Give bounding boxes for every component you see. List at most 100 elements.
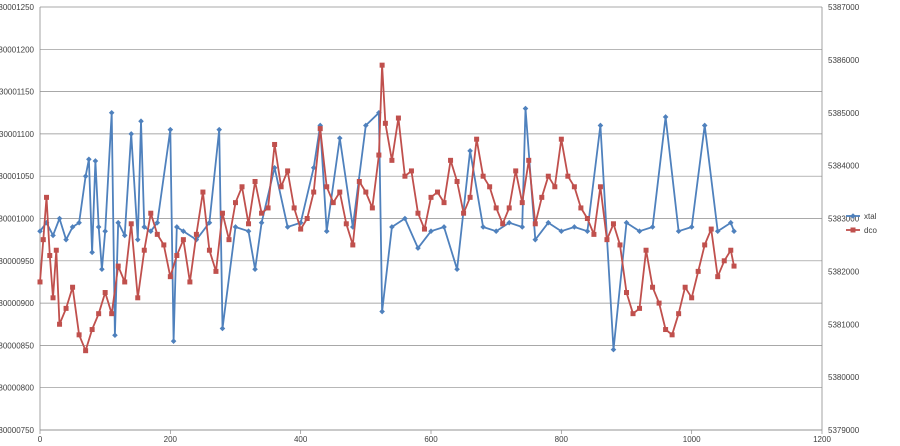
data-point-xtal: [493, 228, 499, 234]
data-point-dco: [96, 311, 102, 317]
data-point-dco: [721, 258, 727, 264]
data-point-xtal: [69, 224, 76, 230]
data-point-dco: [128, 221, 134, 227]
legend-entry-xtal: xtal: [846, 212, 877, 221]
data-point-dco: [356, 178, 362, 184]
data-point-xtal: [37, 228, 43, 234]
data-point-xtal: [558, 228, 565, 234]
data-point-dco: [532, 221, 538, 227]
data-point-dco: [467, 194, 473, 200]
data-point-xtal: [95, 224, 102, 230]
data-point-dco: [233, 200, 238, 206]
data-point-dco: [76, 332, 82, 338]
series-xtal: [37, 105, 737, 353]
data-point-dco: [47, 253, 53, 259]
data-point-dco: [506, 205, 512, 211]
data-point-dco: [350, 242, 356, 248]
data-point-dco: [317, 126, 323, 132]
data-point-xtal: [167, 126, 174, 133]
y-tick-label: 30000950: [0, 257, 35, 266]
data-point-dco: [526, 157, 532, 163]
data-point-dco: [617, 242, 623, 248]
data-point-dco: [206, 247, 212, 253]
x-tick-label: 800: [555, 435, 569, 444]
data-point-xtal: [350, 224, 356, 230]
data-point-dco: [597, 184, 603, 190]
data-point-dco: [708, 226, 714, 232]
data-point-xtal: [180, 228, 187, 234]
data-point-dco: [565, 173, 571, 179]
data-point-dco: [500, 221, 506, 227]
y-tick-label: 30000900: [0, 299, 35, 308]
data-point-dco: [382, 120, 388, 126]
data-point-dco: [180, 237, 186, 243]
x-tick-label: 0: [38, 435, 43, 444]
data-point-dco: [643, 247, 649, 253]
data-point-dco: [272, 141, 278, 147]
x-tick-label: 400: [294, 435, 308, 444]
data-point-xtal: [63, 236, 69, 243]
data-point-xtal: [271, 164, 278, 171]
data-point-dco: [421, 226, 427, 232]
data-point-dco: [343, 221, 349, 227]
data-point-dco: [83, 348, 89, 354]
data-point-dco: [122, 279, 128, 285]
y-tick-label: 30001100: [0, 130, 35, 139]
data-point-xtal: [50, 232, 56, 239]
data-point-xtal: [141, 224, 148, 230]
data-point-xtal: [219, 325, 226, 332]
data-point-xtal: [610, 346, 617, 353]
data-point-xtal: [206, 219, 213, 226]
data-point-dco: [53, 247, 59, 253]
data-point-dco: [389, 157, 395, 163]
legend: xtal dco: [846, 212, 877, 235]
series-line-dco: [39, 64, 735, 352]
legend-marker-xtal: [850, 213, 856, 219]
data-point-dco: [167, 274, 173, 280]
data-point-xtal: [675, 228, 682, 234]
data-point-xtal: [402, 215, 408, 222]
data-point-dco: [40, 237, 46, 243]
data-point-xtal: [336, 135, 343, 141]
data-point-dco: [252, 178, 258, 184]
data-point-dco: [324, 184, 330, 190]
series-line-xtal: [39, 107, 735, 351]
data-point-dco: [161, 242, 167, 248]
series-dco: [37, 62, 737, 354]
x-tick-label: 1000: [683, 435, 701, 444]
data-point-dco: [311, 189, 317, 195]
data-point-dco: [363, 189, 369, 195]
data-point-xtal: [170, 338, 177, 344]
data-point-xtal: [688, 224, 695, 230]
data-point-dco: [259, 210, 265, 216]
data-point-dco: [676, 311, 682, 317]
data-point-xtal: [112, 332, 118, 339]
data-point-dco: [304, 216, 310, 221]
data-point-xtal: [121, 232, 128, 239]
legend-marker-dco: [850, 227, 856, 233]
data-point-xtal: [297, 219, 304, 226]
data-point-dco: [702, 242, 708, 248]
data-point-xtal: [43, 219, 50, 226]
data-point-xtal: [545, 219, 552, 226]
data-point-xtal: [428, 228, 434, 234]
data-point-dco: [552, 184, 558, 190]
data-point-xtal: [108, 109, 115, 116]
data-point-dco: [285, 168, 291, 174]
y2-tick-label: 5379000: [828, 426, 860, 435]
data-point-dco: [695, 268, 701, 274]
x-tick-label: 200: [164, 435, 178, 444]
data-point-dco: [731, 263, 737, 269]
data-point-dco: [187, 279, 193, 285]
x-tick-label: 600: [424, 435, 438, 444]
data-point-xtal: [415, 245, 421, 251]
data-point-xtal: [389, 224, 395, 230]
data-point-dco: [663, 327, 669, 333]
data-point-dco: [461, 210, 467, 216]
data-point-dco: [591, 231, 597, 237]
data-point-dco: [265, 205, 271, 211]
data-point-dco: [487, 184, 493, 190]
y2-tick-label: 5386000: [828, 56, 860, 65]
data-point-dco: [278, 184, 284, 190]
